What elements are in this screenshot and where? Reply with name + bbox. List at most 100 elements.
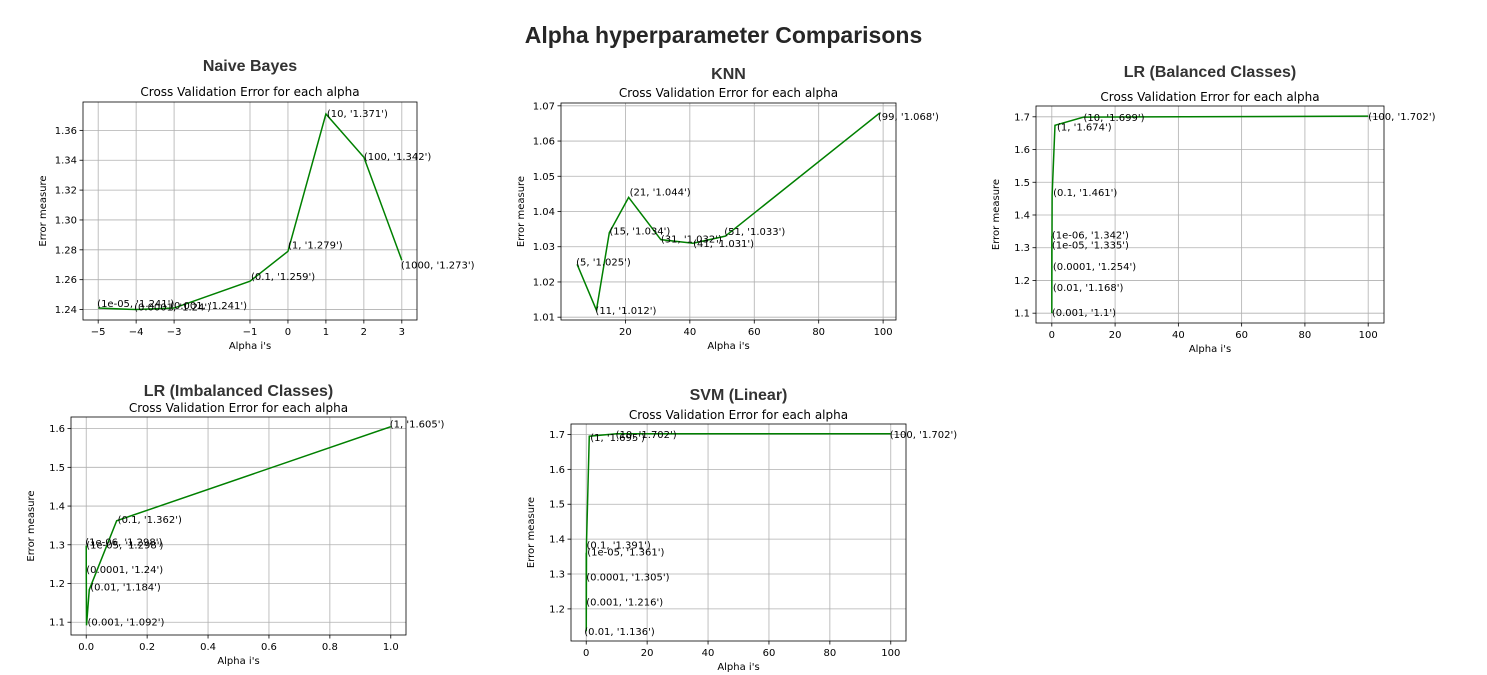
y-tick-label: 1.4	[49, 502, 65, 513]
chart-heading: LR (Balanced Classes)	[1124, 64, 1297, 81]
data-label: (15, '1.034')	[609, 227, 670, 238]
data-label: (0.0001, '1.24')	[134, 303, 211, 314]
data-label: (0.001, '1.216')	[586, 597, 663, 608]
y-tick-label: 1.6	[49, 424, 65, 435]
series-line	[1051, 115, 1369, 314]
y-tick-label: 1.6	[1014, 145, 1030, 156]
y-tick-label: 1.4	[549, 535, 565, 546]
data-label: (1e-05, '1.241')	[97, 299, 174, 310]
chart-1: KNN Cross Validation Error for each alpha…	[516, 66, 939, 352]
data-label: (100, '1.342')	[364, 152, 431, 163]
x-tick-label: 1	[323, 327, 329, 338]
x-tick-label: 0.4	[200, 642, 216, 653]
y-tick-label: 1.01	[533, 313, 555, 324]
data-label: (31, '1.032')	[661, 235, 722, 246]
chart-0: Naive Bayes Cross Validation Error for ea…	[38, 58, 475, 352]
x-tick-label: 0	[285, 327, 291, 338]
data-label: (0.0001, '1.24')	[86, 565, 163, 576]
series-line	[585, 433, 891, 632]
data-label: (1, '1.674')	[1057, 122, 1112, 133]
x-tick-label: 60	[763, 648, 776, 659]
data-label: (0.01, '1.184')	[90, 583, 161, 594]
y-tick-label: 1.36	[55, 126, 77, 137]
data-label: (5, '1.025')	[576, 257, 631, 268]
data-label: (100, '1.702')	[1368, 112, 1435, 123]
series-line	[576, 112, 881, 313]
plot-frame	[560, 102, 897, 321]
y-tick-label: 1.07	[533, 101, 555, 112]
x-axis-label: Alpha i's	[1189, 344, 1231, 355]
plot-frame	[1035, 105, 1385, 324]
x-tick-label: 20	[619, 327, 632, 338]
y-tick-label: 1.06	[533, 137, 555, 148]
x-tick-label: 20	[1109, 330, 1122, 341]
y-tick-label: 1.03	[533, 242, 555, 253]
data-label: (21, '1.044')	[630, 187, 691, 198]
y-tick-label: 1.05	[533, 172, 555, 183]
x-tick-label: 80	[812, 327, 825, 338]
chart-title: Cross Validation Error for each alpha	[1100, 90, 1319, 104]
x-tick-label: 0.0	[78, 642, 94, 653]
data-label: (1e-05, '1.361')	[587, 548, 664, 559]
data-label: (10, '1.371')	[327, 109, 388, 120]
y-tick-label: 1.1	[1014, 309, 1030, 320]
data-label: (0.001, '1.241')	[170, 301, 247, 312]
y-tick-label: 1.2	[1014, 276, 1030, 287]
plot-frame	[570, 423, 907, 642]
chart-heading: SVM (Linear)	[690, 387, 788, 404]
y-tick-label: 1.2	[49, 579, 65, 590]
series-line	[98, 112, 403, 311]
data-label: (0.001, '1.1')	[1052, 308, 1116, 319]
y-tick-label: 1.02	[533, 277, 555, 288]
data-label: (0.1, '1.362')	[118, 515, 182, 526]
data-label: (51, '1.033')	[724, 227, 785, 238]
y-tick-label: 1.28	[55, 245, 77, 256]
data-label: (99, '1.068')	[878, 112, 939, 123]
data-label: (0.1, '1.259')	[251, 272, 315, 283]
y-tick-label: 1.32	[55, 186, 77, 197]
x-tick-label: 1.0	[383, 642, 399, 653]
data-label: (1, '1.605')	[390, 420, 445, 431]
data-label: (100, '1.702')	[890, 430, 957, 441]
data-label: (10, '1.699')	[1083, 113, 1144, 124]
y-tick-label: 1.24	[55, 305, 77, 316]
data-label: (1, '1.279')	[288, 240, 343, 251]
series-line	[85, 425, 392, 626]
x-axis-label: Alpha i's	[707, 341, 749, 352]
x-tick-label: 0.6	[261, 642, 277, 653]
y-tick-label: 1.7	[549, 430, 565, 441]
y-axis-label: Error measure	[991, 179, 1002, 250]
y-tick-label: 1.7	[1014, 112, 1030, 123]
y-axis-label: Error measure	[26, 490, 37, 561]
data-label: (1e-05, '1.335')	[1052, 240, 1129, 251]
data-label: (0.1, '1.461')	[1053, 188, 1117, 199]
y-axis-label: Error measure	[516, 176, 527, 247]
data-label: (0.01, '1.136')	[584, 627, 655, 638]
x-tick-label: 20	[641, 648, 654, 659]
data-label: (0.0001, '1.305')	[586, 572, 669, 583]
x-tick-label: 80	[1299, 330, 1312, 341]
data-label: (10, '1.702')	[616, 430, 677, 441]
data-label-overlap: (1e-06, '1.342')	[1052, 230, 1129, 241]
x-axis-label: Alpha i's	[217, 656, 259, 667]
x-tick-label: 0.2	[139, 642, 155, 653]
x-tick-label: 40	[702, 648, 715, 659]
chart-heading: Naive Bayes	[203, 58, 297, 75]
chart-2: LR (Balanced Classes) Cross Validation Er…	[991, 64, 1436, 355]
x-axis-label: Alpha i's	[229, 341, 271, 352]
y-tick-label: 1.1	[49, 618, 65, 629]
chart-4: SVM (Linear) Cross Validation Error for e…	[526, 387, 957, 673]
y-tick-label: 1.2	[549, 604, 565, 615]
data-label: (0.01, '1.168')	[1053, 283, 1124, 294]
data-label: (1e-06, '1.298')	[85, 538, 162, 549]
chart-title: Cross Validation Error for each alpha	[140, 85, 359, 99]
x-tick-label: −3	[167, 327, 182, 338]
x-tick-label: −1	[243, 327, 258, 338]
y-axis-label: Error measure	[38, 175, 49, 246]
plot-frame	[82, 101, 418, 321]
y-tick-label: 1.6	[549, 465, 565, 476]
y-tick-label: 1.5	[49, 463, 65, 474]
chart-title: Cross Validation Error for each alpha	[129, 401, 348, 415]
y-tick-label: 1.3	[549, 570, 565, 581]
